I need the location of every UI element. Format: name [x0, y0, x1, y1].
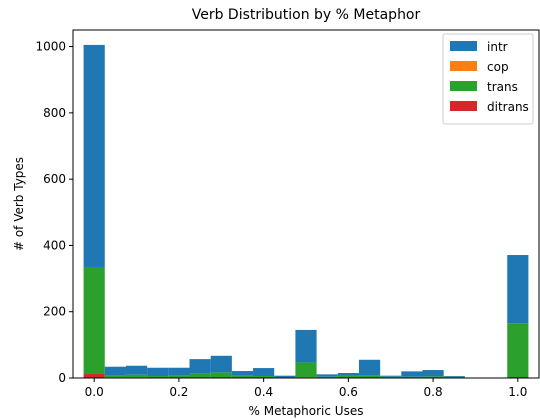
bar-intr-17	[443, 376, 465, 377]
bar-intr-8	[253, 368, 275, 377]
y-tick-label: 600	[43, 172, 66, 186]
bar-trans-0	[83, 266, 105, 375]
x-tick-label: 0.4	[254, 385, 273, 399]
legend-label-ditrans: ditrans	[487, 100, 529, 114]
y-tick-label: 400	[43, 238, 66, 252]
bar-intr-15	[401, 371, 423, 377]
bar-trans-16	[422, 376, 444, 378]
chart-title: Verb Distribution by % Metaphor	[192, 7, 421, 23]
x-axis: 0.0 0.2 0.4 0.6 0.8 1.0	[85, 378, 527, 399]
legend-label-intr: intr	[487, 40, 508, 54]
legend: intr cop trans ditrans	[442, 33, 534, 125]
legend-label-trans: trans	[487, 80, 518, 94]
y-axis-label: # of Verb Types	[12, 157, 26, 251]
bar-ditrans-0	[83, 374, 105, 378]
bar-trans-13	[358, 375, 381, 378]
bar-intr-4	[168, 367, 190, 376]
bar-intr-10	[295, 329, 317, 363]
x-tick-label: 0.6	[339, 385, 358, 399]
bar-intr-11	[316, 374, 338, 377]
legend-swatch-intr	[450, 41, 477, 51]
bar-intr-6	[210, 355, 232, 373]
bar-trans-5	[189, 373, 211, 378]
bar-intr-1	[104, 366, 126, 376]
bar-intr-20	[507, 255, 529, 324]
bar-trans-12	[337, 375, 359, 378]
bar-intr-5	[189, 359, 211, 374]
bar-trans-4	[168, 375, 190, 378]
bar-trans-14	[380, 376, 402, 378]
legend-swatch-ditrans	[450, 101, 477, 111]
plot-frame	[72, 29, 540, 379]
bar-trans-15	[401, 376, 423, 378]
bar-trans-11	[316, 376, 338, 378]
legend-swatch-trans	[450, 81, 477, 91]
x-tick-label: 0.2	[169, 385, 188, 399]
bar-trans-10	[295, 362, 317, 378]
bar-intr-12	[337, 373, 359, 376]
bar-trans-1	[104, 375, 126, 378]
y-axis: 0 200 400 600 800 1000	[35, 40, 73, 385]
x-axis-label: % Metaphoric Uses	[249, 404, 364, 418]
bar-intr-13	[358, 359, 381, 376]
legend-label-cop: cop	[487, 60, 509, 74]
bars-group	[83, 44, 529, 378]
y-tick-label: 0	[58, 371, 66, 385]
bar-trans-6	[210, 372, 232, 378]
bar-intr-14	[380, 375, 402, 377]
bar-trans-20	[507, 323, 529, 378]
bar-intr-7	[231, 371, 254, 376]
bar-intr-16	[422, 370, 444, 377]
legend-swatch-cop	[450, 61, 477, 71]
y-tick-label: 200	[43, 305, 66, 319]
y-tick-label: 800	[43, 106, 66, 120]
x-tick-label: 0.0	[85, 385, 104, 399]
bar-trans-17	[443, 376, 465, 378]
bar-intr-9	[274, 375, 296, 378]
bar-intr-3	[147, 367, 169, 377]
bar-trans-2	[125, 374, 148, 378]
bar-intr-2	[125, 365, 148, 375]
bar-trans-8	[253, 376, 275, 378]
y-tick-label: 1000	[35, 40, 66, 54]
x-tick-label: 0.8	[424, 385, 443, 399]
bar-trans-7	[231, 375, 254, 378]
bar-trans-3	[147, 376, 169, 378]
bar-intr-0	[83, 44, 105, 267]
x-tick-label: 1.0	[508, 385, 527, 399]
